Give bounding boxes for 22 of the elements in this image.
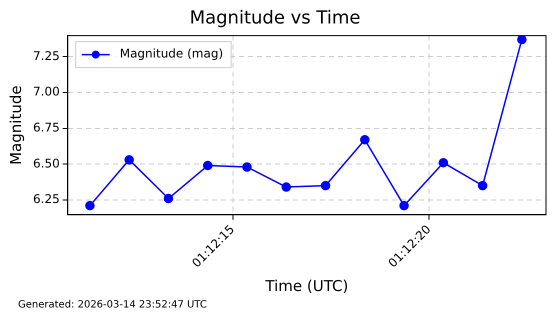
y-tick-label: 6.50: [33, 156, 60, 170]
point: [242, 162, 252, 172]
x-axis-title: Time (UTC): [264, 276, 348, 295]
y-tick-label: 6.75: [33, 120, 60, 134]
y-tick-label: 7.00: [33, 84, 60, 99]
point: [124, 155, 134, 165]
y-tick-label: 7.25: [33, 48, 60, 63]
y-tick-label: 6.25: [33, 192, 60, 206]
point: [438, 158, 448, 168]
point: [85, 200, 95, 210]
point: [360, 135, 370, 145]
point: [399, 200, 409, 210]
point: [517, 36, 527, 44]
point: [164, 194, 174, 204]
point: [320, 180, 330, 190]
text: Generated: 2026-03-14 23:52:47 UTC: [18, 300, 207, 311]
legend-label: Magnitude (mag): [120, 46, 224, 61]
chart-title: Magnitude vs Time: [190, 7, 360, 28]
point: [282, 182, 292, 192]
y-axis-title: Magnitude: [6, 85, 25, 165]
point: [478, 180, 488, 190]
point: [202, 160, 212, 170]
